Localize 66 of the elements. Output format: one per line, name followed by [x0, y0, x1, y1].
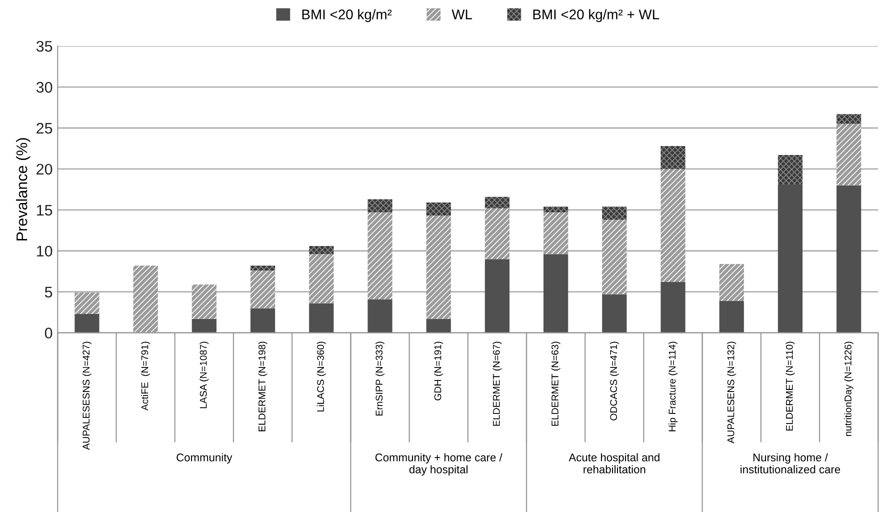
bar [309, 254, 334, 304]
text: Community [176, 453, 232, 464]
bar [309, 246, 334, 254]
text: Acute hospital and rehabilitation [568, 453, 660, 474]
x-tick-label: ELDERMET (N=63) [551, 342, 560, 426]
x-tick-label: LASA (N=1087) [200, 342, 209, 408]
bar [778, 184, 803, 333]
legend-label: BMI <20 kg/m² + WL [533, 9, 660, 22]
bar [543, 254, 568, 333]
bar [660, 146, 686, 169]
y-tick-label: 15 [36, 204, 52, 216]
bar [484, 259, 510, 333]
bar [660, 282, 686, 333]
bar [426, 216, 451, 319]
bar [133, 266, 158, 333]
y-axis-title: Prevalance (%) [16, 138, 30, 240]
bar [368, 199, 392, 212]
bar [74, 292, 100, 314]
y-tick-label: 35 [36, 40, 52, 52]
bar [192, 284, 216, 319]
bar [543, 212, 568, 254]
y-tick-label: 25 [36, 122, 52, 134]
x-tick-label: ActiFE (N=791) [141, 342, 150, 411]
bar [602, 220, 627, 294]
bar [660, 168, 686, 282]
bar [719, 300, 744, 333]
bar [250, 270, 276, 308]
bar [192, 318, 216, 333]
bar [309, 303, 334, 333]
bar [836, 114, 862, 124]
x-tick-label: ELDERMET (N=110) [786, 342, 795, 430]
bar [602, 294, 627, 333]
text: Community + home care / day hospital [375, 453, 502, 476]
x-tick-label: nutritionDay (N=1226) [844, 342, 854, 436]
bar [74, 314, 100, 333]
bar [426, 318, 451, 333]
bar [368, 299, 392, 333]
x-tick-label: LiLACS (N=360) [316, 342, 326, 412]
y-tick-label: 30 [36, 82, 52, 93]
x-tick-label: AUPALESENS (N=132) [727, 342, 736, 444]
bar [250, 308, 276, 333]
x-tick-label: GDH (N=191) [434, 342, 444, 400]
y-tick-label: 10 [36, 246, 52, 257]
x-tick-label: ErnSIPP (N=333) [375, 342, 385, 416]
x-tick-label: ELDERMET (N=67) [492, 342, 502, 426]
legend-label: BMI <20 kg/m² [302, 9, 392, 22]
y-tick-label: 5 [44, 286, 52, 298]
bar [836, 124, 862, 186]
y-tick-label: 0 [44, 328, 52, 338]
bar [484, 208, 510, 260]
x-tick-label: AUPALESESNS (N=427) [82, 342, 92, 450]
bar [426, 202, 451, 216]
bar [719, 264, 744, 301]
text: Nursing home / institutionalized care [740, 453, 840, 474]
x-tick-label: Hip Fracture (N=114) [668, 342, 678, 432]
bar [368, 212, 392, 300]
x-tick-label: ELDERMET (N=198) [258, 342, 268, 432]
bar [543, 206, 568, 212]
bar [836, 185, 862, 333]
bar [602, 206, 627, 220]
legend-label: WL [452, 10, 472, 20]
bar [250, 266, 276, 271]
bar [778, 155, 803, 185]
x-tick-label: ODCACS (N=471) [610, 342, 619, 420]
y-tick-label: 20 [36, 164, 52, 175]
bar [484, 196, 510, 208]
